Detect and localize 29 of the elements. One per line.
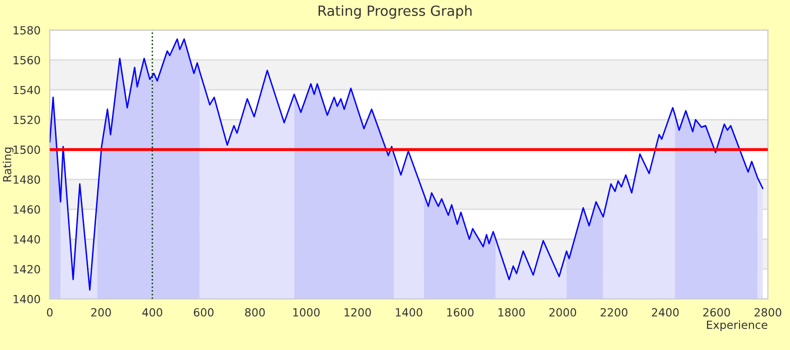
x-tick-label: 400 — [142, 308, 162, 317]
y-axis-title: Rating — [2, 148, 14, 182]
x-tick-label: 1200 — [344, 308, 371, 317]
y-tick-label: 1520 — [14, 116, 40, 124]
x-tick-label: 1800 — [498, 308, 525, 317]
y-tick-label: 1500 — [14, 146, 40, 154]
x-tick-label: 1600 — [447, 308, 474, 317]
x-tick-label: 200 — [91, 308, 111, 317]
x-tick-label: 2600 — [703, 308, 730, 317]
x-tick-label: 600 — [194, 308, 214, 317]
chart-title: Rating Progress Graph — [318, 5, 472, 19]
x-tick-label: 2400 — [652, 308, 679, 317]
x-axis-title: Experience — [707, 320, 768, 332]
line-series — [50, 38, 764, 291]
y-tick-label: 1560 — [14, 56, 40, 64]
y-tick-label: 1580 — [14, 26, 40, 34]
y-tick-label: 1480 — [14, 175, 40, 184]
x-tick-label: 2200 — [600, 308, 628, 317]
x-tick-label: 800 — [245, 308, 265, 317]
x-tick-label: 1000 — [293, 308, 320, 317]
y-tick-label: 1540 — [14, 86, 40, 94]
x-tick-label: 0 — [46, 308, 53, 317]
y-tick-label: 1460 — [14, 205, 40, 214]
x-tick-label: 2800 — [754, 308, 782, 317]
y-tick-label: 1440 — [14, 235, 40, 244]
y-tick-label: 1400 — [14, 294, 40, 304]
x-tick-label: 2000 — [549, 308, 576, 317]
y-tick-label: 1420 — [14, 265, 40, 274]
x-tick-label: 1400 — [396, 308, 422, 317]
